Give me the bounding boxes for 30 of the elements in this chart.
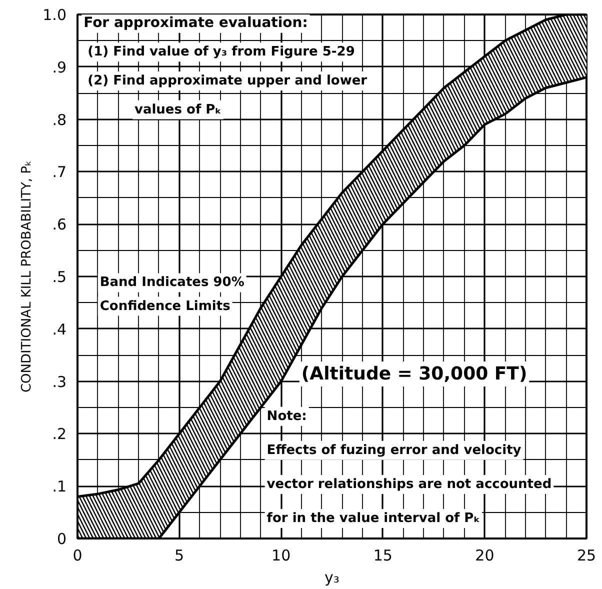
y-tick-label: 0: [56, 530, 67, 548]
y-tick-label: .2: [52, 425, 66, 444]
y-tick-label: .9: [52, 58, 66, 76]
y-tick-label: .1: [52, 478, 66, 496]
annotation: (2) Find approximate upper and lower: [88, 73, 368, 88]
annotation: Note:: [266, 408, 307, 424]
y-axis-title: CONDITIONAL KILL PROBABILITY, Pₖ: [20, 160, 35, 393]
annotation: vector relationships are not accounted: [266, 476, 552, 492]
x-axis-title: y₃: [324, 568, 340, 586]
y-tick-label: .4: [52, 320, 66, 338]
y-tick-label: .8: [52, 110, 66, 129]
y-tick-label: .7: [52, 163, 66, 182]
annotation: For approximate evaluation:: [84, 14, 308, 31]
annotation: values of Pₖ: [134, 102, 222, 118]
x-tick-label: 25: [576, 546, 596, 564]
x-tick-label: 15: [373, 546, 392, 564]
annotation: for in the value interval of Pₖ: [266, 511, 480, 526]
y-tick-label: .3: [52, 372, 66, 391]
x-tick-label: 20: [475, 546, 494, 564]
x-tick-label: 10: [272, 546, 291, 564]
y-tick-label: .5: [52, 268, 66, 286]
y-tick-label: 1.0: [42, 6, 67, 24]
y-tick-label: .6: [52, 216, 66, 234]
annotation: Confidence Limits: [100, 298, 231, 314]
x-tick-label: 0: [72, 546, 82, 564]
annotation: Effects of fuzing error and velocity: [266, 442, 522, 458]
x-tick-label: 5: [174, 546, 184, 564]
annotation: (1) Find value of y₃ from Figure 5-29: [88, 44, 355, 60]
annotation: (Altitude = 30,000 FT): [301, 364, 528, 385]
annotation: Band Indicates 90%: [100, 275, 244, 290]
